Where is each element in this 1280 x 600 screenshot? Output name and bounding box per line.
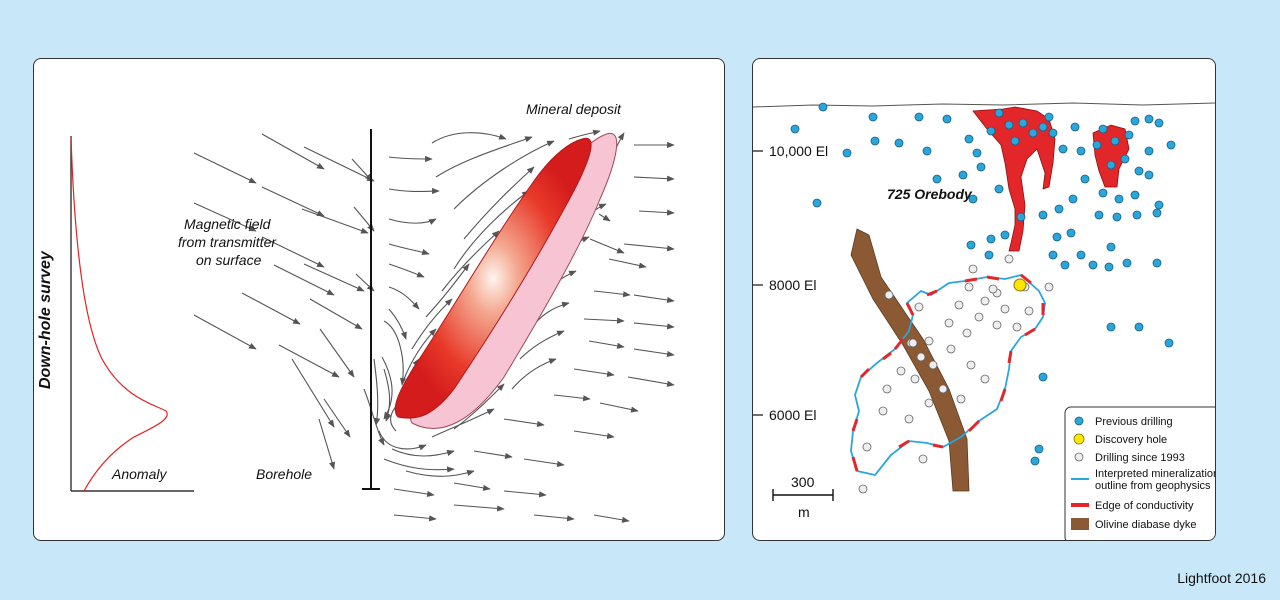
- olivine-diabase-dyke: [850, 228, 970, 492]
- orebody-section-panel: 10,000 El 8000 El 6000 El 725 Orebody: [752, 58, 1216, 541]
- drilling-since-1993-points: [858, 254, 1054, 494]
- legend-previous: Previous drilling: [1095, 416, 1173, 428]
- survey-label: Down-hole survey: [37, 250, 54, 389]
- borehole-label: Borehole: [256, 466, 312, 482]
- elevation-10000: 10,000 El: [769, 143, 828, 159]
- scale-bar: [772, 489, 834, 501]
- discovery-hole: [1013, 278, 1027, 292]
- borehole: [362, 129, 380, 490]
- elevation-8000: 8000 El: [769, 277, 816, 293]
- elevation-ticks: [753, 150, 763, 416]
- mineral-deposit: [394, 132, 618, 429]
- borehole-em-panel: Down-hole survey Anomaly: [33, 58, 725, 541]
- anomaly-curve: [70, 136, 168, 492]
- legend-discovery: Discovery hole: [1095, 434, 1167, 446]
- legend-discovery-swatch: [1073, 433, 1085, 445]
- orebody-section: 10,000 El 8000 El 6000 El 725 Orebody: [753, 102, 1215, 540]
- survey-axes: [70, 136, 194, 492]
- orebody-725: [972, 106, 1130, 252]
- deposit-label: Mineral deposit: [526, 101, 622, 117]
- credit: Lightfoot 2016: [1177, 570, 1266, 586]
- orebody-label: 725 Orebody: [887, 186, 973, 202]
- legend: Previous drilling Discovery hole Drillin…: [1064, 406, 1215, 540]
- legend-dyke: Olivine diabase dyke: [1095, 519, 1197, 531]
- borehole-em-diagram: Down-hole survey Anomaly: [37, 101, 675, 523]
- legend-outline-2: outline from geophysics: [1095, 480, 1211, 492]
- scale-value: 300: [791, 474, 815, 490]
- legend-since1993-swatch: [1074, 452, 1084, 462]
- legend-conductivity: Edge of conductivity: [1095, 500, 1194, 512]
- conductivity-edge: [851, 273, 1045, 472]
- previous-drilling-points: [790, 102, 1176, 466]
- legend-dyke-swatch: [1071, 518, 1089, 530]
- field-label-2: from transmitter: [178, 234, 277, 250]
- legend-outline-1: Interpreted mineralization: [1095, 468, 1215, 480]
- legend-since1993: Drilling since 1993: [1095, 452, 1185, 464]
- legend-previous-swatch: [1074, 416, 1084, 426]
- anomaly-label: Anomaly: [111, 466, 167, 482]
- field-label-3: on surface: [196, 252, 262, 268]
- elevation-6000: 6000 El: [769, 407, 816, 423]
- field-label-1: Magnetic field: [184, 216, 272, 232]
- scale-unit: m: [798, 504, 810, 520]
